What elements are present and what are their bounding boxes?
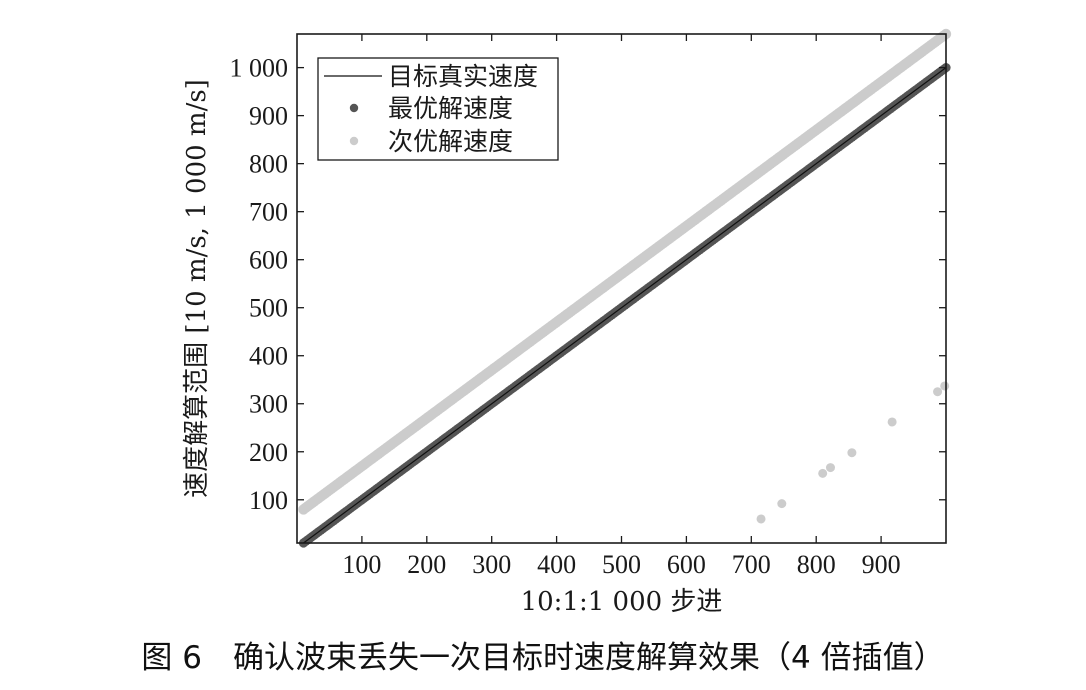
y-tick-label: 700 <box>249 198 288 227</box>
second-best-outlier-point <box>825 463 835 473</box>
x-tick-label: 800 <box>797 550 836 579</box>
series-true-velocity-line <box>303 67 947 544</box>
x-tick-label: 100 <box>342 550 381 579</box>
second-best-outlier-point <box>940 381 950 391</box>
y-tick-label: 800 <box>249 150 288 179</box>
legend-entry-label: 最优解速度 <box>388 94 513 123</box>
y-tick-label: 600 <box>249 246 288 275</box>
x-tick-label: 200 <box>407 550 446 579</box>
y-axis-label: 速度解算范围 [10 m/s, 1 000 m/s] <box>182 79 212 498</box>
x-tick-label: 600 <box>667 550 706 579</box>
y-tick-label: 300 <box>249 390 288 419</box>
legend-entry-label: 次优解速度 <box>388 127 513 156</box>
y-tick-label: 900 <box>249 102 288 131</box>
y-tick-label: 200 <box>249 438 288 467</box>
second-best-outlier-point <box>818 468 828 478</box>
second-best-outlier-point <box>933 387 943 397</box>
x-axis-label: 10:1:1 000 步进 <box>521 587 723 617</box>
y-tick-label: 1 000 <box>230 54 289 83</box>
figure-caption: 图 6 确认波束丢失一次目标时速度解算效果（4 倍插值） <box>141 640 944 676</box>
x-tick-label: 300 <box>472 550 511 579</box>
legend-swatch-marker <box>349 103 359 113</box>
series-second-best-points <box>298 28 952 524</box>
axes: 100 200 300 400 500 600 700 800 900 100 200 300 400 5… <box>230 33 947 579</box>
legend-swatch-marker <box>349 136 359 146</box>
y-tick-label: 400 <box>249 342 288 371</box>
second-best-outlier-point <box>756 514 766 524</box>
second-best-outlier-point <box>777 499 787 509</box>
x-tick-label: 900 <box>862 550 901 579</box>
x-tick-label: 400 <box>537 550 576 579</box>
x-tick-label: 500 <box>602 550 641 579</box>
y-tick-label: 100 <box>249 486 288 515</box>
second-best-outlier-point <box>847 448 857 458</box>
y-tick-label: 500 <box>249 294 288 323</box>
legend-entry-label: 目标真实速度 <box>388 62 538 91</box>
plot-area <box>298 28 952 548</box>
x-tick-label: 700 <box>732 550 771 579</box>
second-best-outlier-point <box>887 417 897 427</box>
